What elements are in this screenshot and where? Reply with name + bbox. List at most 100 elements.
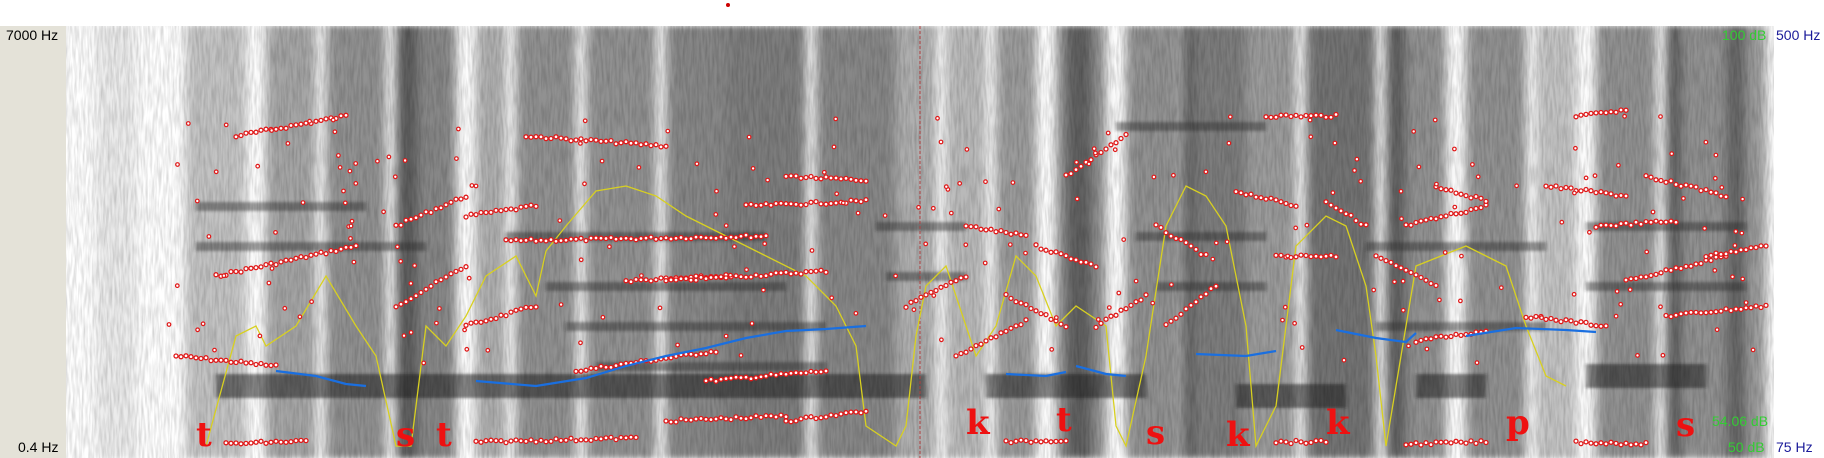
- formant-point: [1078, 259, 1084, 265]
- formant-point: [638, 235, 644, 242]
- formant-point: [1008, 325, 1014, 331]
- formant-point: [328, 247, 334, 254]
- formant-point: [1227, 114, 1233, 120]
- formant-point: [1663, 219, 1669, 225]
- formant-point: [573, 438, 579, 444]
- formant-point: [783, 418, 789, 424]
- formant-point: [543, 135, 549, 142]
- formant-point: [765, 177, 770, 183]
- formant-point: [653, 236, 659, 242]
- formant-point: [253, 361, 259, 368]
- formant-point: [463, 194, 469, 200]
- pitch-segment: [1465, 326, 1597, 338]
- formant-point: [1650, 209, 1656, 215]
- formant-point: [1352, 168, 1357, 173]
- formant-point: [608, 137, 614, 144]
- formant-point: [1123, 306, 1129, 312]
- formant-point: [243, 440, 249, 447]
- formant-tracks: [166, 107, 1769, 448]
- formant-point: [458, 196, 464, 202]
- formant-point: [963, 349, 969, 355]
- formant-point: [568, 138, 574, 144]
- formant-point: [1458, 332, 1464, 339]
- formant-point: [1043, 311, 1049, 318]
- formant-track: [663, 267, 829, 284]
- phoneme-label: s: [1676, 405, 1695, 445]
- formant-point: [723, 235, 729, 241]
- formant-point: [238, 269, 244, 275]
- formant-point: [1043, 247, 1049, 253]
- formant-point: [923, 292, 929, 298]
- formant-point: [1543, 183, 1549, 189]
- formant-point: [1268, 195, 1274, 201]
- formant-point: [613, 362, 619, 369]
- formant-point: [557, 218, 563, 224]
- formant-point: [528, 134, 534, 140]
- formant-point: [1183, 239, 1189, 246]
- formant-point: [453, 196, 459, 202]
- formant-point: [1298, 114, 1304, 120]
- formant-point: [964, 146, 970, 152]
- formant-point: [483, 318, 489, 324]
- formant-point: [448, 199, 454, 205]
- formant-point: [1273, 197, 1279, 203]
- formant-point: [1108, 313, 1114, 319]
- formant-point: [313, 118, 319, 124]
- formant-point: [1158, 224, 1164, 231]
- formant-point: [738, 233, 744, 239]
- formant-point: [598, 138, 604, 145]
- formant-point: [668, 277, 674, 283]
- formant-point: [763, 201, 769, 207]
- formant-point: [218, 357, 224, 363]
- pitch-segment: [1005, 370, 1067, 378]
- formant-point: [433, 279, 439, 285]
- formant-point: [996, 206, 1002, 212]
- formant-point: [200, 321, 206, 327]
- formant-track: [783, 408, 869, 425]
- formant-point: [166, 322, 172, 327]
- formant-point: [1198, 251, 1204, 258]
- formant-point: [762, 241, 768, 247]
- formant-point: [1463, 192, 1469, 199]
- formant-point: [188, 354, 194, 360]
- formant-point: [1588, 110, 1594, 117]
- formant-point: [1468, 438, 1474, 444]
- formant-point: [623, 278, 629, 284]
- formant-point: [568, 435, 574, 441]
- formant-point: [1063, 172, 1069, 178]
- formant-point: [298, 437, 304, 444]
- formant-point: [466, 275, 472, 281]
- formant-point: [1683, 263, 1689, 270]
- formant-point: [638, 277, 644, 283]
- formant-point: [768, 202, 774, 208]
- formant-point: [750, 165, 756, 171]
- formant-point: [1571, 291, 1577, 297]
- formant-point: [1623, 277, 1629, 283]
- formant-point: [1328, 114, 1334, 120]
- formant-point: [398, 222, 404, 228]
- formant-point: [613, 436, 619, 443]
- formant-point: [503, 312, 509, 319]
- formant-track: [1593, 218, 1679, 230]
- formant-point: [628, 279, 634, 285]
- formant-point: [603, 435, 609, 441]
- formant-point: [1623, 220, 1629, 226]
- formant-point: [1073, 166, 1079, 173]
- formant-point: [713, 349, 719, 355]
- formant-point: [1732, 243, 1738, 248]
- formant-point: [258, 264, 264, 270]
- formant-track: [1153, 222, 1209, 258]
- formant-point: [403, 217, 409, 223]
- formant-point: [1173, 315, 1179, 321]
- formant-point: [443, 274, 449, 280]
- formant-point: [1663, 312, 1669, 319]
- formant-point: [668, 419, 674, 425]
- formant-point: [473, 183, 479, 189]
- formant-point: [973, 342, 979, 349]
- formant-point: [1658, 304, 1663, 310]
- formant-point: [293, 122, 299, 128]
- formant-point: [628, 140, 634, 146]
- formant-point: [488, 437, 494, 443]
- formant-point: [1323, 439, 1329, 445]
